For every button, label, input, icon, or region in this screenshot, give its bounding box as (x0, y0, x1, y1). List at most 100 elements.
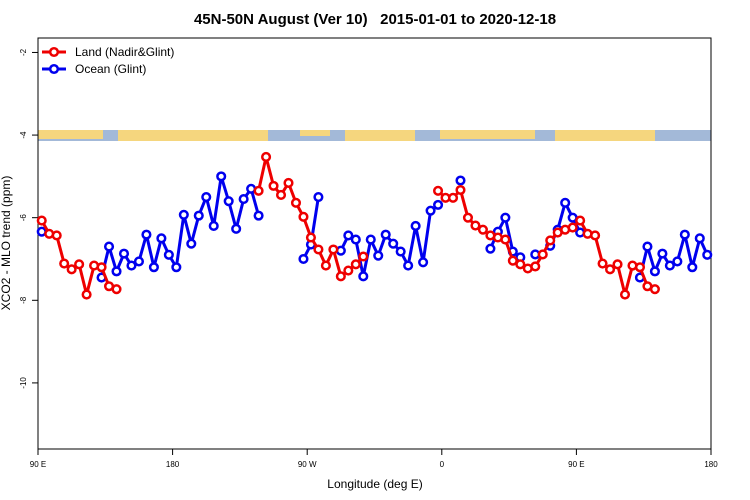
data-point (485, 243, 496, 254)
data-point (500, 212, 511, 223)
data-point (141, 229, 152, 240)
data-point (380, 229, 391, 240)
data-point (477, 224, 488, 235)
data-point (410, 220, 421, 231)
data-point (500, 234, 511, 245)
chart-title: 45N-50N August (Ver 10) 2015-01-01 to 20… (194, 11, 556, 28)
data-point (201, 191, 212, 203)
data-point (358, 271, 369, 282)
data-point (642, 241, 653, 252)
y-tick-label: -2 (19, 48, 28, 56)
data-point (231, 223, 242, 234)
legend-label: Ocean (Glint) (75, 62, 146, 76)
data-point (590, 230, 601, 241)
data-point (66, 264, 77, 275)
data-point (253, 185, 264, 196)
data-point (433, 185, 444, 196)
y-axis-label: XCO2 - MLO trend (ppm) (0, 176, 13, 311)
data-point (223, 196, 234, 207)
data-point (567, 222, 578, 233)
data-point (313, 244, 324, 255)
data-point (664, 260, 675, 271)
data-point (118, 248, 130, 259)
data-point (619, 289, 631, 300)
data-point (186, 238, 197, 249)
data-point (702, 249, 713, 260)
data-point (320, 260, 331, 271)
data-point (433, 199, 444, 210)
data-point (575, 215, 586, 226)
data-point (455, 184, 466, 196)
x-axis-label: Longitude (deg E) (327, 477, 422, 491)
data-point (395, 246, 406, 257)
data-point (657, 248, 668, 259)
data-point (148, 262, 159, 273)
data-point (343, 265, 354, 276)
data-point (545, 235, 556, 246)
world-map-strip (38, 130, 711, 141)
data-point (313, 191, 324, 203)
data-point (515, 259, 526, 270)
data-point (178, 209, 189, 220)
data-point (694, 233, 705, 244)
data-point (111, 284, 122, 295)
data-point (530, 261, 541, 272)
plot-layer: 90 E 180 90 W 0 90 E 180 -2 -4 -6 -8 -10 Land (Nadi… (19, 45, 718, 469)
data-point (447, 192, 459, 203)
x-tick-label: 90 W (298, 460, 317, 469)
data-point (679, 229, 690, 240)
y-tick-label: -8 (19, 296, 28, 304)
data-point (634, 262, 646, 273)
data-point (305, 232, 316, 243)
data-point (560, 197, 571, 208)
data-point (74, 259, 85, 270)
data-point (59, 258, 70, 269)
data-point (126, 260, 137, 271)
data-point (388, 238, 399, 249)
data-point (133, 256, 144, 267)
data-point (290, 197, 302, 208)
data-point (81, 289, 92, 300)
data-point (597, 258, 608, 269)
data-point (462, 212, 474, 223)
data-point (171, 262, 182, 273)
data-point (335, 271, 346, 282)
data-point (36, 215, 47, 226)
data-point (208, 220, 219, 231)
data-point (350, 259, 361, 270)
data-point (163, 249, 174, 260)
data-point (470, 220, 481, 231)
y-tick-label: -4 (19, 131, 28, 139)
data-point (373, 250, 384, 261)
data-point (96, 262, 107, 273)
data-point (238, 194, 249, 205)
data-point (537, 249, 548, 260)
data-point (193, 210, 204, 221)
data-point (612, 259, 623, 270)
data-point (350, 234, 361, 245)
data-point (605, 264, 616, 275)
x-tick-label: 0 (440, 460, 445, 469)
data-point (649, 266, 660, 277)
data-point (455, 175, 466, 186)
x-tick-label: 180 (704, 460, 718, 469)
data-point (283, 177, 294, 189)
plot-frame (37, 37, 712, 450)
data-point (298, 211, 309, 222)
data-point (507, 255, 518, 266)
data-point (253, 210, 264, 221)
data-point (425, 205, 436, 216)
data-point (51, 230, 62, 241)
x-tick-label: 180 (166, 460, 180, 469)
data-point (268, 180, 279, 191)
y-tick-label: -6 (19, 214, 28, 222)
data-point (365, 234, 376, 245)
data-point (649, 284, 660, 295)
data-point (328, 244, 339, 255)
x-tick-label: 90 E (568, 460, 584, 469)
data-point (216, 171, 227, 182)
data-point (298, 253, 309, 265)
data-point (156, 233, 167, 244)
x-tick-label: 90 E (30, 460, 46, 469)
